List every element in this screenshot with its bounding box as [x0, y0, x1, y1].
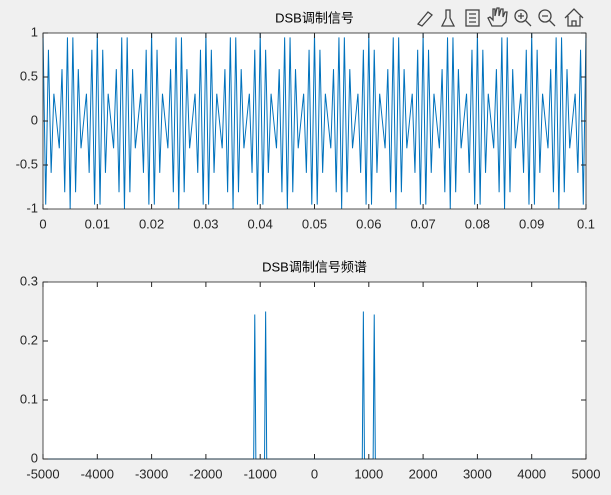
- y-tick-label: -0.5: [16, 156, 38, 171]
- legend-tool[interactable]: [465, 9, 480, 27]
- x-tick-label: 3000: [463, 466, 492, 481]
- zoom-out-tool[interactable]: [538, 9, 556, 27]
- y-tick-label: 0.5: [20, 68, 38, 83]
- x-tick-label: 0.02: [139, 216, 164, 231]
- x-tick-label: -4000: [81, 466, 114, 481]
- x-tick-label: 0.01: [85, 216, 110, 231]
- axes: -5000 -4000 -3000 -2000 -1000 0 1000 2000 3000 40…: [20, 259, 601, 481]
- x-tick-label: -2000: [189, 466, 222, 481]
- y-tick-label: -1: [26, 200, 38, 215]
- brush-tool[interactable]: [416, 11, 433, 27]
- x-tick-label: 0.08: [465, 216, 490, 231]
- x-tick-label: 0.07: [410, 216, 435, 231]
- x-tick-label: -1000: [244, 466, 277, 481]
- x-tick-label: 0.09: [519, 216, 544, 231]
- plot-area: [43, 282, 586, 459]
- chart-title: DSB调制信号: [275, 10, 354, 25]
- x-tick-label: 0.03: [193, 216, 218, 231]
- x-tick-label: 0.1: [577, 216, 595, 231]
- x-tick-label: 0.04: [248, 216, 273, 231]
- y-tick-label: 0: [31, 450, 38, 465]
- axes: 0 0.01 0.02 0.03 0.04 0.05 0.06 0.07 0.08 0.09 0.1…: [16, 10, 595, 231]
- x-tick-label: 1000: [354, 466, 383, 481]
- x-tick-label: 5000: [572, 466, 601, 481]
- x-tick-label: 4000: [517, 466, 546, 481]
- y-tick-label: 0: [31, 112, 38, 127]
- x-tick-label: 2000: [409, 466, 438, 481]
- home-tool[interactable]: [564, 8, 584, 27]
- y-tick-label: 0.3: [20, 273, 38, 288]
- chart-title: DSB调制信号频谱: [262, 259, 367, 274]
- y-tick-label: 0.2: [20, 332, 38, 347]
- y-tick-label: 1: [31, 24, 38, 39]
- pan-tool[interactable]: [487, 7, 508, 27]
- x-tick-label: 0: [39, 216, 46, 231]
- toolbar: [416, 7, 584, 27]
- x-tick-label: 0: [311, 466, 318, 481]
- y-tick-label: 0.1: [20, 391, 38, 406]
- x-tick-label: 0.06: [356, 216, 381, 231]
- x-tick-label: -5000: [26, 466, 59, 481]
- x-tick-label: 0.05: [302, 216, 327, 231]
- x-tick-label: -3000: [135, 466, 168, 481]
- zoom-in-tool[interactable]: [514, 9, 532, 27]
- eraser-tool[interactable]: [440, 9, 456, 27]
